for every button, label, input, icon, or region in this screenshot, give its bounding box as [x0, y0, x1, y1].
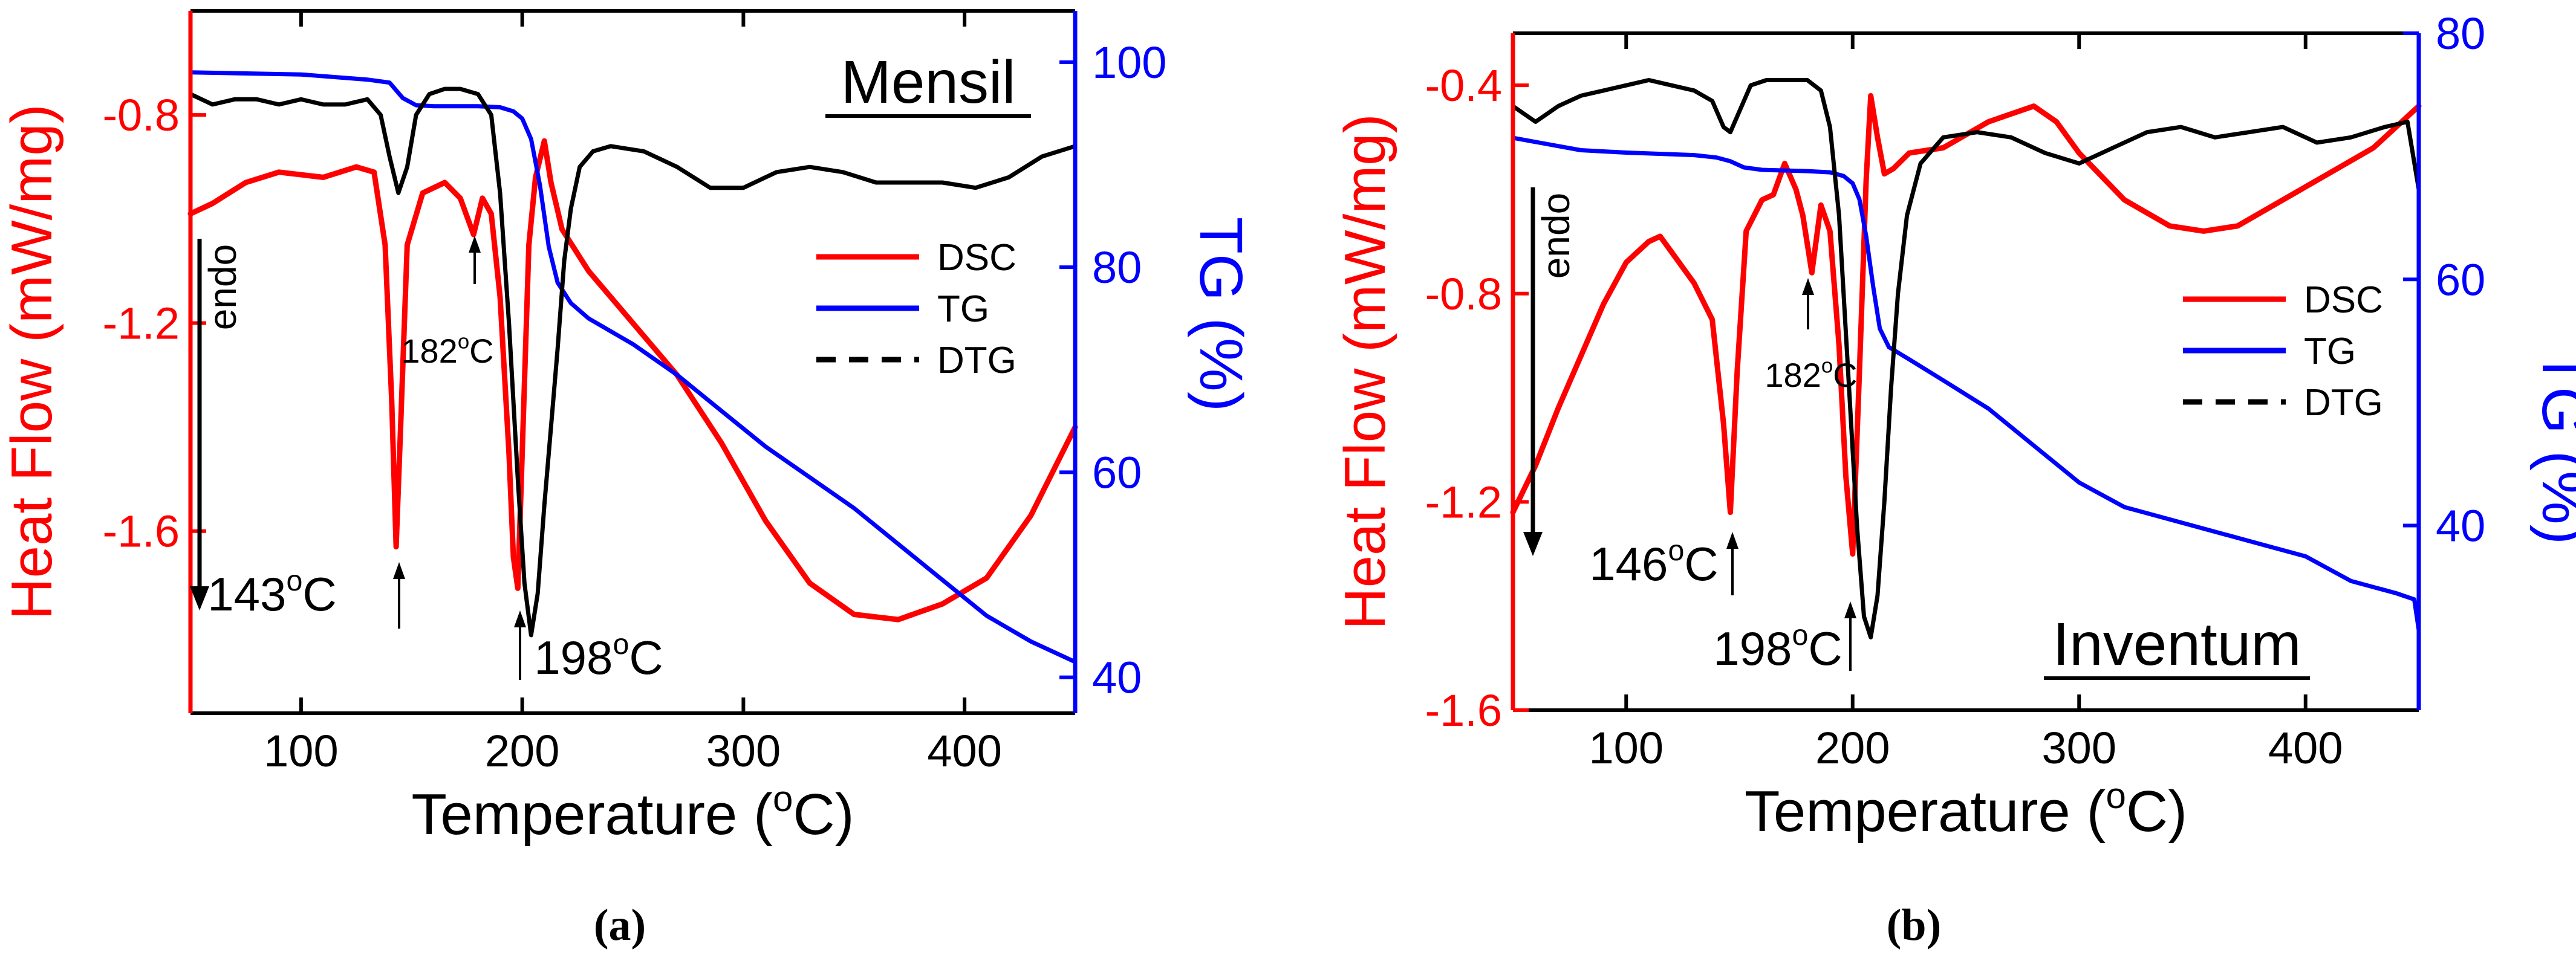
- peak-temperature-value: 182: [1764, 356, 1821, 394]
- x-tick-label: 200: [1815, 723, 1890, 773]
- x-axis-label-degree: o: [773, 778, 793, 819]
- peak-arrow-head-icon: [514, 610, 526, 627]
- peak-temperature-value: 198: [1713, 622, 1792, 675]
- x-tick-label: 300: [706, 726, 781, 776]
- x-tick-label: 200: [485, 726, 559, 776]
- panel-1: 100 200 300 400 -0.4 -0.8 -1.2 -1.6 80 60 40 Temper…: [1333, 8, 2576, 950]
- peak-temperature-degree: o: [458, 330, 469, 353]
- x-axis-label: Temperature (oC): [1745, 775, 2187, 844]
- peak-temperature-unit: C: [1808, 622, 1842, 675]
- peak-temperature-degree: o: [1668, 534, 1684, 567]
- endo-arrow-head-icon: [1523, 532, 1543, 556]
- series-tg-line: [1511, 135, 2421, 633]
- left-y-axis-label: Heat Flow (mW/mg): [0, 104, 64, 620]
- sample-name-label: Mensil: [841, 48, 1016, 116]
- peak-temperature-degree: o: [1792, 619, 1808, 652]
- peak-temperature-unit: C: [1684, 537, 1718, 591]
- series-tg-line: [188, 70, 1078, 664]
- endo-arrow-head-icon: [190, 586, 209, 610]
- peak-temperature-unit: C: [1833, 356, 1857, 394]
- x-axis-label: Temperature (oC): [411, 778, 854, 847]
- peak-temperature-label: 198oC: [1713, 619, 1842, 675]
- right-y-tick-label: 100: [1092, 37, 1166, 88]
- panel-0: 100 200 300 400 -0.8 -1.2 -1.6 100 80 60 40 Tempera…: [0, 9, 1255, 950]
- x-tick-label: 400: [927, 726, 1001, 776]
- series-dsc-line: [187, 138, 1078, 623]
- left-y-tick-label: -1.2: [1425, 477, 1502, 527]
- peak-temperature-degree: o: [613, 628, 629, 661]
- x-axis-label-text: Temperature (: [1745, 779, 2106, 844]
- peak-arrow-head-icon: [1802, 278, 1814, 295]
- x-axis-label-degree: o: [2106, 775, 2126, 816]
- sample-name-label: Inventum: [2052, 610, 2301, 678]
- x-tick-label: 100: [264, 726, 338, 776]
- right-y-tick-label: 40: [2436, 501, 2485, 551]
- series-dsc-line: [1510, 92, 2422, 557]
- x-axis-label-text: Temperature (: [411, 782, 773, 847]
- peak-arrow-head-icon: [469, 236, 481, 253]
- peak-temperature-value: 198: [534, 631, 613, 684]
- peak-temperature-label: 146oC: [1589, 534, 1718, 591]
- peak-temperature-value: 143: [207, 568, 286, 621]
- peak-temperature-degree: o: [286, 565, 302, 597]
- peak-temperature-unit: C: [629, 631, 663, 684]
- right-y-tick-label: 40: [1092, 653, 1142, 703]
- legend-label-dtg: DTG: [937, 340, 1016, 381]
- peak-temperature-value: 146: [1589, 537, 1668, 591]
- left-y-tick-label: -1.6: [102, 506, 180, 557]
- right-y-tick-label: 60: [1092, 447, 1142, 497]
- series-dtg-line: [188, 86, 1078, 638]
- right-y-tick-label: 80: [2436, 8, 2485, 59]
- series-dtg-line: [1511, 78, 2421, 639]
- left-y-tick-label: -0.4: [1425, 60, 1502, 111]
- peak-arrow-head-icon: [393, 562, 405, 579]
- right-y-axis-label: TG (%): [2529, 350, 2576, 545]
- x-tick-label: 300: [2042, 723, 2116, 773]
- right-y-tick-label: 60: [2436, 254, 2485, 305]
- peak-temperature-label: 182oC: [1764, 354, 1857, 394]
- x-tick-label: 400: [2268, 723, 2343, 773]
- x-axis-label-unit: C): [2126, 779, 2187, 844]
- legend-label-dtg: DTG: [2304, 382, 2383, 424]
- peak-temperature-unit: C: [302, 568, 336, 621]
- left-y-tick-label: -0.8: [102, 90, 180, 140]
- left-y-tick-label: -0.8: [1425, 269, 1502, 319]
- peak-temperature-unit: C: [469, 332, 493, 370]
- legend-label-dsc: DSC: [2304, 279, 2383, 321]
- right-y-tick-label: 80: [1092, 242, 1142, 293]
- left-y-tick-label: -1.2: [102, 298, 180, 348]
- peak-temperature-label: 198oC: [534, 628, 663, 684]
- legend-label-dsc: DSC: [937, 237, 1016, 279]
- panel-caption: (a): [594, 901, 646, 950]
- legend-label-tg: TG: [2304, 331, 2356, 372]
- x-tick-label: 100: [1589, 723, 1664, 773]
- peak-temperature-label: 143oC: [207, 565, 336, 621]
- legend-label-tg: TG: [937, 288, 989, 330]
- endo-label: endo: [1534, 193, 1578, 279]
- peak-arrow-head-icon: [1844, 601, 1856, 618]
- peak-temperature-label: 182oC: [401, 330, 493, 370]
- peak-temperature-value: 182: [401, 332, 457, 370]
- panel-caption: (b): [1887, 901, 1941, 950]
- right-y-axis-label: TG (%): [1187, 217, 1255, 412]
- peak-arrow-head-icon: [1726, 532, 1738, 549]
- left-y-axis-label: Heat Flow (mW/mg): [1333, 114, 1397, 629]
- x-axis-label-unit: C): [793, 782, 854, 847]
- endo-label: endo: [201, 244, 244, 330]
- left-y-tick-label: -1.6: [1425, 685, 1502, 736]
- peak-temperature-degree: o: [1821, 354, 1833, 377]
